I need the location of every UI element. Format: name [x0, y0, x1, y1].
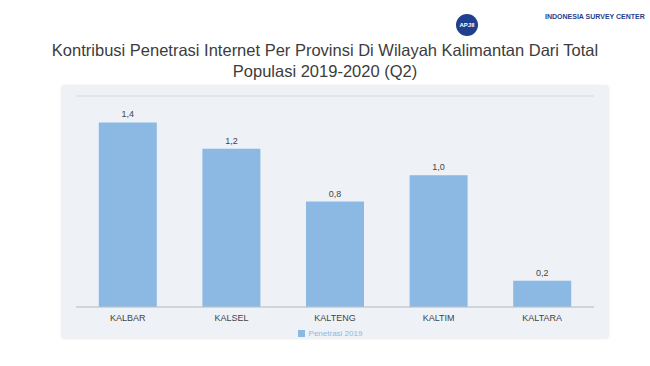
html-text:Penetrasi 2019: Penetrasi 2019	[308, 329, 363, 338]
svg-text:KALSEL: KALSEL	[214, 313, 248, 323]
svg-text:KALTIM: KALTIM	[423, 313, 455, 323]
svg-text:KALTENG: KALTENG	[314, 313, 355, 323]
svg-text:KALBAR: KALBAR	[110, 313, 146, 323]
html-text:Kontribusi Penetrasi Internet: Kontribusi Penetrasi Internet Per Provin…	[51, 41, 599, 80]
svg-text:0,2: 0,2	[536, 268, 549, 278]
svg-text:1,2: 1,2	[225, 136, 238, 146]
html-text:APJII: APJII	[459, 22, 475, 28]
svg-text:KALTARA: KALTARA	[522, 313, 562, 323]
svg-text:1,4: 1,4	[122, 109, 135, 119]
html-text:INDONESIA SURVEY CENTER: INDONESIA SURVEY CENTER	[545, 13, 645, 20]
svg-text:0,8: 0,8	[329, 189, 342, 199]
svg-text:1,0: 1,0	[432, 162, 445, 172]
